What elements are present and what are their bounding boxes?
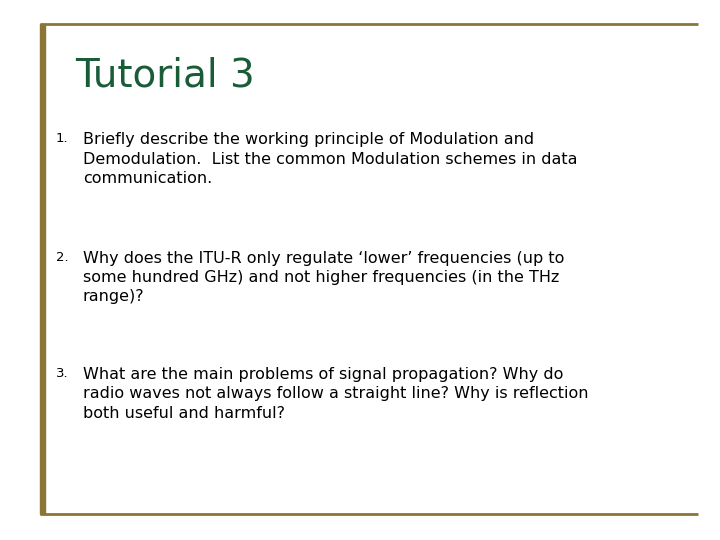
Text: Briefly describe the working principle of Modulation and
Demodulation.  List the: Briefly describe the working principle o…: [83, 132, 577, 186]
Text: 2.: 2.: [55, 251, 68, 264]
Text: Why does the ITU-R only regulate ‘lower’ frequencies (up to
some hundred GHz) an: Why does the ITU-R only regulate ‘lower’…: [83, 251, 564, 305]
Text: What are the main problems of signal propagation? Why do
radio waves not always : What are the main problems of signal pro…: [83, 367, 588, 421]
Text: 1.: 1.: [55, 132, 68, 145]
Text: Tutorial 3: Tutorial 3: [76, 57, 256, 94]
Text: 3.: 3.: [55, 367, 68, 380]
